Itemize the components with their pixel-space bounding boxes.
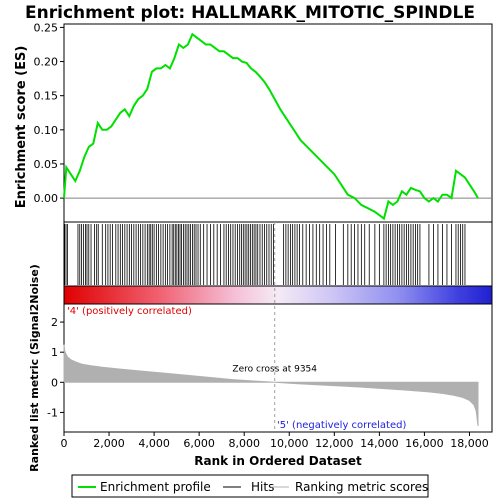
hit-lines — [64, 224, 466, 285]
legend-box — [71, 474, 429, 498]
metric-ytick-label: 1 — [51, 346, 58, 359]
metric-ytick-label: 2 — [51, 316, 58, 329]
x-axis-ticks: 0 2,000 4,000 6,000 8,000 10,000 12,000 14,000 1… — [61, 432, 489, 450]
negative-correlation-label: '5' (negatively correlated) — [277, 420, 406, 431]
es-ytick-label: 0.00 — [34, 192, 59, 205]
zero-cross-label: Zero cross at 9354 — [232, 364, 317, 374]
es-ytick-label: 0.10 — [34, 124, 59, 137]
es-ytick-label: 0.05 — [34, 158, 59, 171]
hits-area — [63, 221, 493, 287]
x-tick-label: 14,000 — [360, 437, 399, 450]
metric-ytick-label: -1 — [47, 406, 58, 419]
legend-hits: Hits — [251, 480, 274, 494]
positive-correlation-label: '4' (positively correlated) — [67, 306, 192, 317]
es-plot-area — [63, 23, 493, 223]
x-tick-label: 2,000 — [93, 437, 125, 450]
metric-axis-label: Ranked list metric (Signal2Noise) — [28, 264, 41, 472]
es-ytick-label: 0.15 — [34, 90, 59, 103]
es-axis-label: Enrichment score (ES) — [14, 46, 29, 209]
x-tick-label: 10,000 — [270, 437, 309, 450]
ranking-gradient-bar — [63, 285, 493, 305]
legend: Enrichment profile Hits Ranking metric s… — [71, 474, 429, 498]
es-ytick-label: 0.20 — [34, 56, 59, 69]
x-tick-label: 18,000 — [450, 437, 489, 450]
x-tick-label: 16,000 — [405, 437, 444, 450]
metric-plot-area — [63, 303, 493, 433]
chart-title: Enrichment plot: HALLMARK_MITOTIC_SPINDL… — [25, 3, 475, 23]
x-tick-label: 12,000 — [315, 437, 354, 450]
x-tick-label: 6,000 — [183, 437, 215, 450]
es-yticks: 0.25 0.20 0.15 0.10 0.05 0.00 — [34, 21, 64, 205]
legend-ranking-metric-scores: Ranking metric scores — [295, 480, 428, 494]
legend-enrichment-profile: Enrichment profile — [100, 480, 211, 494]
metric-panel: Zero cross at 9354 '4' (positively corre… — [28, 222, 493, 472]
x-tick-label: 0 — [61, 437, 68, 450]
x-axis-label: Rank in Ordered Dataset — [194, 454, 362, 468]
metric-yticks: 2 1 0 -1 — [47, 316, 64, 419]
x-tick-label: 4,000 — [138, 437, 170, 450]
es-panel: 0.25 0.20 0.15 0.10 0.05 0.00 Enrichment scor… — [14, 21, 493, 223]
es-profile-line — [63, 32, 479, 221]
ranking-gradient-panel — [63, 285, 493, 305]
x-tick-label: 8,000 — [228, 437, 260, 450]
es-ytick-label: 0.25 — [34, 21, 59, 34]
metric-ytick-label: 0 — [51, 376, 58, 389]
hits-panel — [63, 221, 493, 287]
ranking-metric-area — [63, 344, 479, 427]
